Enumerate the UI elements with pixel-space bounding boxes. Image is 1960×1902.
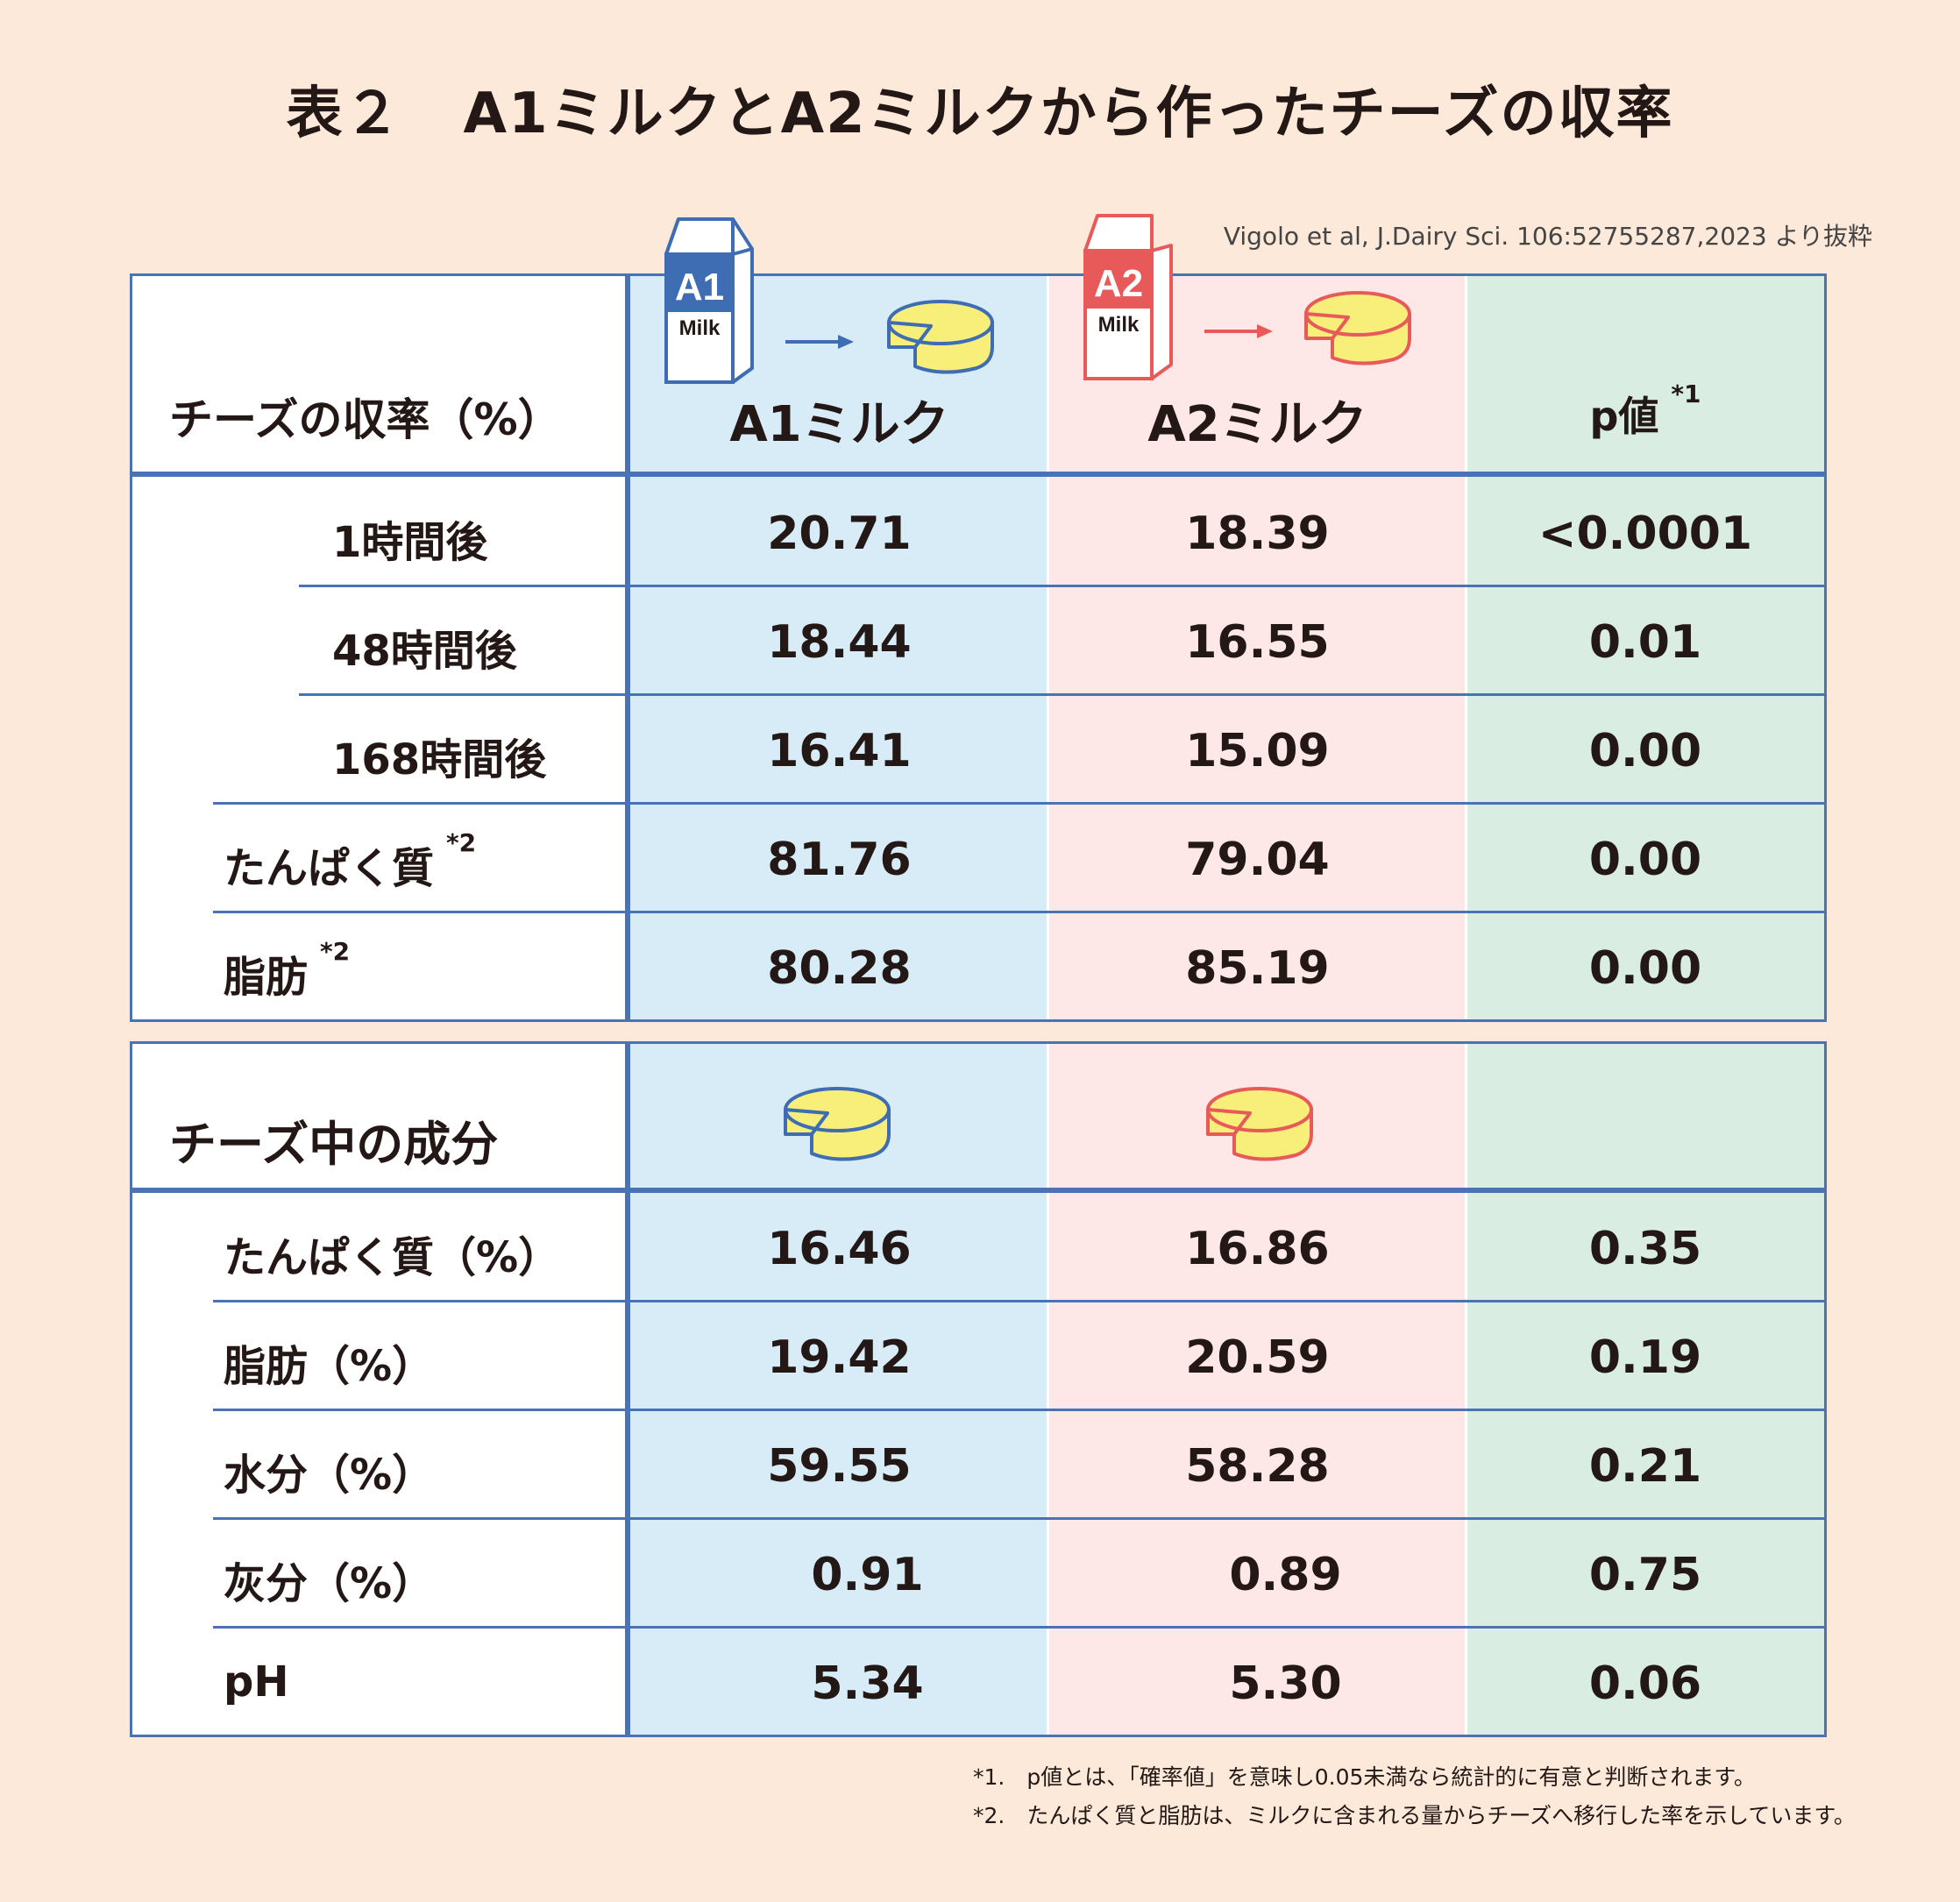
a2-value: 85.19: [1185, 942, 1330, 995]
a1-value: 0.91: [811, 1549, 924, 1601]
p-value: 0.06: [1588, 1657, 1702, 1710]
p-value: 0.00: [1588, 942, 1702, 995]
footnote: *2. たんぱく質と脂肪は、ミルクに含まれる量からチーズへ移行した率を示していま…: [973, 1803, 1856, 1828]
a2-value: 0.89: [1229, 1549, 1342, 1601]
a2-column-bg: [1048, 276, 1466, 1019]
a2-value: 58.28: [1185, 1440, 1330, 1493]
a1-milk-carton-icon: A1 Milk: [664, 217, 754, 384]
a1-value: 16.46: [767, 1223, 912, 1275]
arrow-right-icon: [1204, 324, 1273, 338]
a2-value: 16.86: [1185, 1223, 1330, 1275]
cheese-wheel-icon: [1206, 1087, 1313, 1161]
a2-milk-header: A2ミルク: [1147, 396, 1367, 453]
p-value: 0.00: [1588, 725, 1702, 777]
a1-column-bg: [630, 276, 1048, 1019]
a1-value: 59.55: [767, 1440, 912, 1493]
page-title: 表２ A1ミルクとA2ミルクから作ったチーズの収率: [0, 68, 1960, 149]
a1-value: 16.41: [767, 725, 912, 777]
title-text: A1ミルクとA2ミルクから作ったチーズの収率: [463, 82, 1674, 146]
yield-header-label: チーズの収率（%）: [169, 394, 562, 445]
composition-header-label: チーズ中の成分: [169, 1117, 499, 1172]
p-value: 0.19: [1588, 1331, 1702, 1384]
row-label: 脂肪（%）: [224, 1342, 435, 1391]
row-label: 1時間後: [332, 518, 488, 567]
a1-carton-milk-text: Milk: [679, 316, 721, 340]
yield-table: チーズの収率（%） A1ミルク A2ミルク p値 *1 1時間後 20.71 18…: [130, 273, 1827, 1022]
cheese-wheel-icon: [784, 1087, 891, 1161]
p-value: 0.21: [1588, 1440, 1702, 1493]
a1-value: 18.44: [767, 616, 912, 669]
cheese-wheel-icon: [887, 300, 994, 374]
p-value: 0.00: [1588, 834, 1702, 886]
a2-carton-label: A2: [1094, 262, 1143, 305]
row-label: 168時間後: [332, 735, 547, 784]
cheese-wheel-icon: [1304, 291, 1411, 365]
a2-value: 16.55: [1185, 616, 1330, 669]
a1-value: 5.34: [811, 1657, 924, 1710]
a1-value: 20.71: [767, 507, 912, 560]
a2-milk-carton-icon: A2 Milk: [1083, 214, 1173, 380]
a2-value: 20.59: [1185, 1331, 1330, 1384]
p-value-header: p値 *1: [1589, 380, 1701, 440]
a2-value: 18.39: [1185, 507, 1330, 560]
p-column-bg: [1466, 1044, 1824, 1735]
row-label: 水分（%）: [224, 1451, 435, 1500]
a2-carton-milk-text: Milk: [1098, 313, 1140, 337]
row-label: 灰分（%）: [224, 1559, 435, 1608]
arrow-right-icon: [785, 335, 854, 349]
row-label: 48時間後: [332, 627, 517, 676]
a1-value: 19.42: [767, 1331, 912, 1384]
a1-value: 80.28: [767, 942, 912, 995]
row-label: たんぱく質*2: [224, 828, 477, 893]
p-value: 0.75: [1588, 1549, 1702, 1601]
a1-value: 81.76: [767, 834, 912, 886]
footnote: *1. p値とは、「確率値」を意味し0.05未満なら統計的に有意と判断されます。: [973, 1764, 1756, 1790]
p-value: <0.0001: [1537, 507, 1753, 560]
table-number: 表２: [286, 82, 402, 146]
a2-value: 79.04: [1185, 834, 1330, 886]
footnotes: *1. p値とは、「確率値」を意味し0.05未満なら統計的に有意と判断されます。…: [973, 1758, 1856, 1835]
a2-value: 5.30: [1229, 1657, 1342, 1710]
row-label: たんぱく質（%）: [224, 1233, 561, 1282]
p-value: 0.35: [1588, 1223, 1702, 1275]
source-citation: Vigolo et al, J.Dairy Sci. 106:52755287,…: [1223, 222, 1872, 251]
p-column-bg: [1466, 276, 1824, 1019]
a1-carton-label: A1: [675, 266, 724, 309]
a1-milk-header: A1ミルク: [729, 396, 949, 453]
row-label: 脂肪*2: [224, 937, 351, 1002]
p-value: 0.01: [1588, 616, 1702, 669]
composition-table: チーズ中の成分 たんぱく質（%） 16.46 16.86 0.35 脂肪（%） …: [130, 1041, 1827, 1737]
a2-value: 15.09: [1185, 725, 1330, 777]
row-label: pH: [224, 1657, 289, 1707]
